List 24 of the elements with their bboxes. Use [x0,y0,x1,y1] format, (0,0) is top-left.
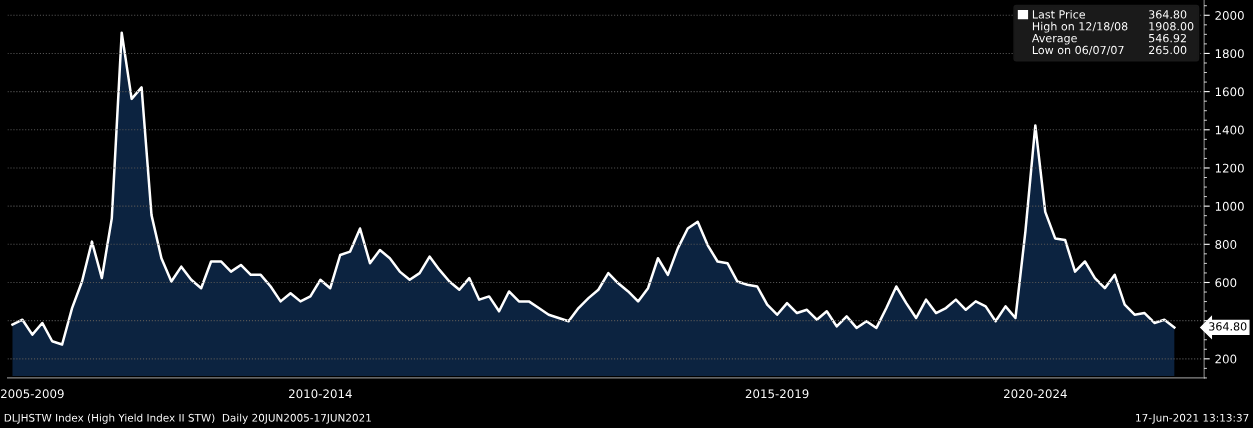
x-tick-label: 2020-2024 [1004,389,1067,399]
annotation: Average [1031,34,1077,45]
annotation: 1908.00 [1149,22,1194,31]
annotation: 265.00 [1149,45,1187,55]
y-tick-label: 2000 [1215,10,1244,20]
text: DLJHSTW Index (High Yield Index II STW) Daily 20JUN2005-17JUN2021 [4,413,371,424]
text: 17-Jun-2021 13:13:37 [1136,413,1249,424]
annotation: 364.80 [1149,10,1187,19]
y-tick-label: 1600 [1215,87,1244,97]
annotation: 546.92 [1149,33,1186,43]
text: 364.80 [1209,322,1247,331]
y-tick-label: 1200 [1215,163,1244,173]
x-tick-label: 2005-2009 [1,389,64,399]
y-tick-label: 600 [1215,278,1237,288]
x-tick-label: 2015-2019 [745,389,809,399]
legend-label: Last Price [1032,10,1086,19]
y-tick-label: 200 [1215,354,1237,364]
y-tick-label: 800 [1215,240,1237,249]
y-tick-label: 1400 [1215,125,1244,135]
x-tick-label: 2010-2014 [289,389,352,399]
y-tick-label: 1800 [1215,49,1244,59]
annotation: Low on 06/07/07 [1032,45,1124,56]
annotation: High on 12/18/08 [1032,21,1128,33]
y-tick-label: 1000 [1215,201,1244,211]
